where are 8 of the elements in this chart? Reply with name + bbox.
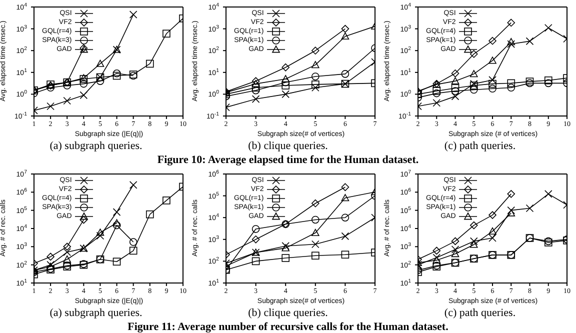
text: (c) path queries.: [443, 139, 517, 153]
caption: Figure 10: Average elapsed time for the Human dataset.: [157, 154, 419, 166]
caption: Figure 11: Average number of recursive calls for the Human dataset.: [128, 321, 448, 333]
text: (c) path queries.: [443, 306, 517, 320]
text: (a) subgraph queries.: [48, 306, 144, 320]
text: (a) subgraph queries.: [48, 139, 144, 153]
text: (b) clique queries.: [247, 306, 329, 320]
text: (b) clique queries.: [247, 139, 329, 153]
